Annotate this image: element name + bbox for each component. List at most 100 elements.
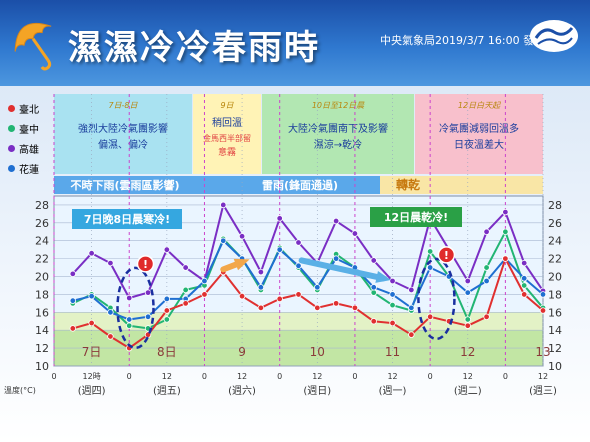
panel-4-bg [415,94,543,174]
panel-2-line-2: 金馬西半部留 [203,133,251,143]
series-point [144,313,152,320]
series-point [314,284,321,291]
y-tick-label-left: 20 [35,271,49,284]
y-tick-label-left: 22 [35,253,49,266]
series-line-0 [72,203,544,299]
time-tick-label: 12時 [83,372,101,381]
series-point [389,277,396,285]
series-point [220,237,227,244]
series-point [182,300,189,307]
series-point [370,318,377,325]
time-tick-label: 12 [312,372,322,381]
series-point [370,289,377,296]
time-tick-label: 12 [162,372,172,381]
time-tick-label: 12 [387,372,397,381]
time-tick-label: 0 [277,372,282,381]
legend-dot-taichung [8,124,15,132]
series-point [314,304,321,312]
time-tick-label: 0 [202,372,207,381]
panel-3-line-1: 大陸冷氣團南下及影響 [288,122,388,135]
series-point [464,316,471,323]
trend-arrow-1 [298,257,387,282]
panel-1-date: 7日-8日 [108,101,138,110]
legend-item: 高雄 [8,138,39,158]
series-point [88,293,95,300]
time-tick-label: 0 [51,372,56,381]
y-tick-label-right: 14 [548,324,562,337]
y-tick-label-right: 12 [548,342,562,355]
panel-4-date: 12日白天起 [458,101,501,110]
weekday-label: (週二) [454,385,482,397]
axis-unit-label: 溫度(°C) [4,385,36,395]
series-point [295,239,302,246]
series-point [126,316,133,323]
series-point [257,284,265,291]
series-point [483,313,490,320]
weather-band-dry: 轉乾 [396,177,420,192]
day-label: 10 [310,345,325,359]
series-point [220,201,227,209]
time-tick-label: 12 [463,372,473,381]
weather-band-thunder: 雷雨(鋒面通過) [262,178,338,192]
time-tick-label: 0 [127,372,132,381]
panel-4-line-1: 冷氣團減弱回溫多 [439,122,519,135]
legend-item: 臺北 [8,98,39,118]
panel-3-date: 10日至12日晨 [312,101,365,110]
weather-band-blue [54,176,380,194]
day-label: 13 [535,345,550,359]
weekday-label: (週六) [228,385,256,397]
series-point [163,246,171,253]
series-point [163,307,171,314]
series-point [238,293,246,300]
warning-icon-mark: ! [143,258,148,271]
weekday-label: (週五) [153,385,181,397]
series-point [332,255,340,262]
series-point [520,282,528,289]
y-tick-label-right: 26 [548,217,562,230]
series-point [520,291,528,298]
forecast-panels: 7日-8日 強烈大陸冷氣團影響 偏濕、偏冷 9日 稍回溫 金馬西半部留 意霧 1… [54,94,543,174]
series-point [389,319,396,327]
cold-mark-ellipse [417,257,456,341]
y-tick-label-right: 16 [548,306,562,319]
series-point [408,304,415,312]
panel-3-bg [262,94,414,174]
series-point [351,230,359,237]
weather-band-yellow [380,176,543,194]
series-point [389,301,396,309]
series-point [351,304,359,312]
series-point [426,313,434,320]
y-tick-label-left: 14 [35,324,49,337]
time-tick-label: 12 [237,372,247,381]
y-tick-label-right: 10 [548,360,562,373]
series-point [502,255,509,262]
day-label: 11 [385,345,400,359]
time-tick-label: 0 [428,372,433,381]
callout-left: 7日晚8日晨寒冷! [72,209,182,229]
series-point [257,304,265,312]
y-tick-label-left: 12 [35,342,49,355]
series-point [257,268,265,276]
series-point [126,294,133,302]
legend-item: 花蓮 [8,158,39,178]
legend-label: 臺北 [19,104,39,116]
series-point [201,277,208,285]
day-label: 7日 [82,345,102,359]
series-point [69,325,77,332]
callout-right-box [370,207,462,227]
series-point [502,208,509,216]
y-tick-label-left: 18 [35,288,49,301]
time-tick-label: 0 [352,372,357,381]
legend-dot-kaohsiung [8,144,15,152]
weekday-label: (週一) [379,385,407,397]
series-point [464,322,471,329]
series-point [464,277,471,285]
series-point [408,286,415,294]
y-tick-label-right: 18 [548,288,562,301]
series-point [144,289,152,296]
series-point [539,307,547,314]
panel-4-line-2: 日夜溫差大 [454,138,504,151]
series-line-2 [72,239,544,321]
y-tick-label-right: 22 [548,253,562,266]
